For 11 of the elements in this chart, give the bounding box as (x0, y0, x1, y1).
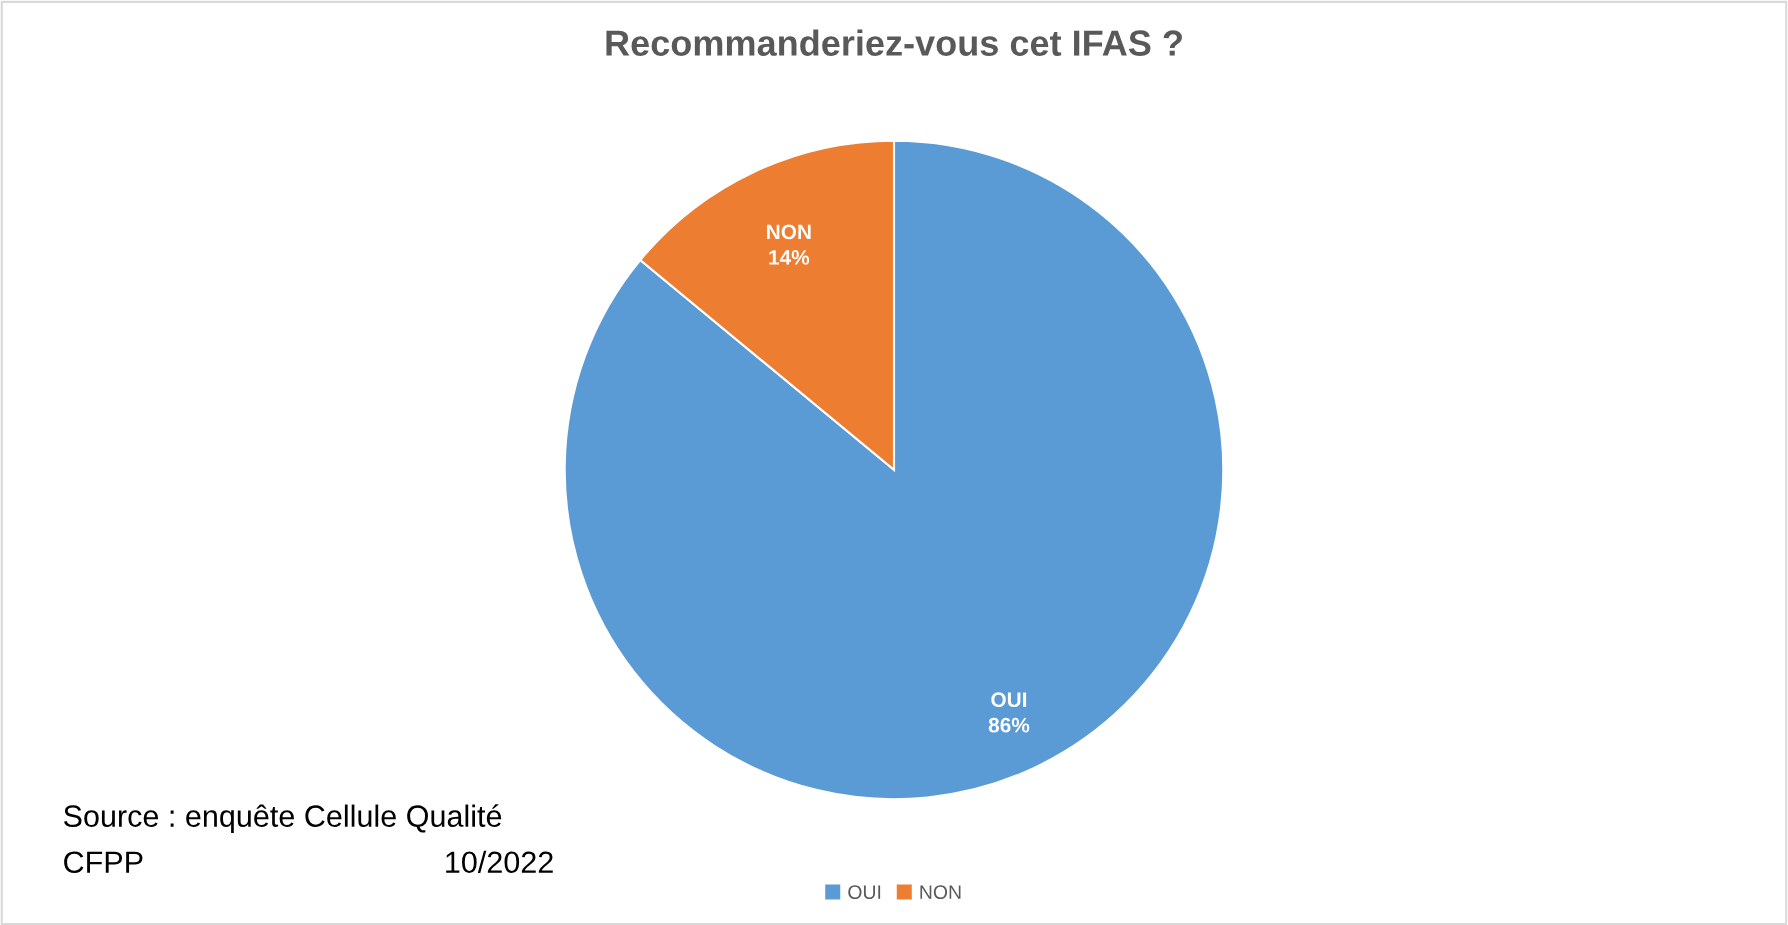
slice-label: NON (767, 224, 811, 240)
data-label: 14% (769, 250, 810, 265)
pie-slice (563, 139, 1225, 801)
data-label: 86% (988, 717, 1030, 733)
chart-title: Recommanderiez-vous cet IFAS ? (606, 29, 1182, 56)
legend-label: NON (920, 885, 961, 900)
slice-label: OUI (991, 692, 1027, 708)
text: 10/2022 (446, 850, 553, 874)
legend-label: OUI (848, 885, 881, 900)
text: CFPP (64, 851, 143, 874)
source-note: Source : enquête Cellule Qualité (63, 804, 502, 834)
